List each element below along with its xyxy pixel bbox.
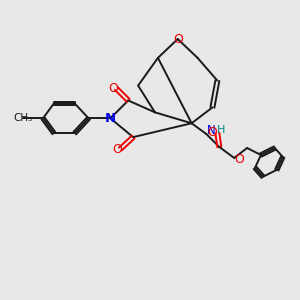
Text: O: O <box>173 32 183 46</box>
Text: N: N <box>207 124 216 137</box>
Text: O: O <box>108 82 118 95</box>
Text: O: O <box>234 153 244 167</box>
Text: O: O <box>112 142 122 155</box>
Text: O: O <box>208 126 218 139</box>
Text: CH₃: CH₃ <box>14 113 33 123</box>
Text: H: H <box>218 125 226 135</box>
Text: N: N <box>105 112 116 125</box>
